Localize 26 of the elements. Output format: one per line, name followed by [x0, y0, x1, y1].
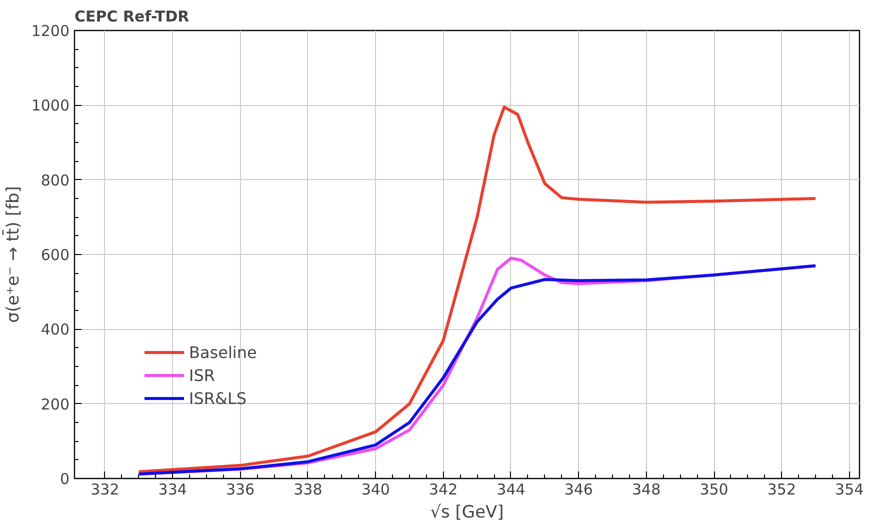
x-tick-label: 332: [90, 480, 120, 498]
x-axis-title: √s [GeV]: [430, 502, 504, 522]
x-tick-label: 354: [835, 480, 864, 498]
legend-label: ISR&LS: [189, 388, 247, 408]
x-tick-label: 352: [767, 480, 796, 498]
y-tick-label: 1000: [31, 96, 70, 115]
x-tick-label: 334: [158, 480, 187, 498]
legend-label: Baseline: [189, 342, 257, 362]
x-tick-label: 344: [496, 480, 526, 498]
x-tick-label: 348: [632, 480, 661, 498]
y-tick-label: 400: [40, 320, 70, 339]
y-tick-label: 800: [40, 171, 70, 190]
x-tick-label: 338: [294, 480, 322, 498]
chart-title: CEPC Ref-TDR: [74, 8, 190, 26]
x-tick-label: 340: [361, 480, 390, 498]
x-tick-label: 346: [564, 480, 593, 498]
x-tick-label: 336: [226, 480, 255, 498]
y-axis-title: σ(e⁺e⁻ → tt̄) [fb]: [2, 186, 24, 323]
x-tick-label: 350: [700, 480, 728, 498]
y-tick-label: 600: [40, 246, 70, 264]
y-tick-label: 1200: [31, 22, 70, 40]
y-tick-label: 0: [60, 470, 70, 488]
x-tick-label: 342: [429, 480, 458, 498]
legend-label: ISR: [189, 366, 215, 384]
y-tick-label: 200: [40, 395, 70, 414]
line-series: [137, 106, 818, 474]
